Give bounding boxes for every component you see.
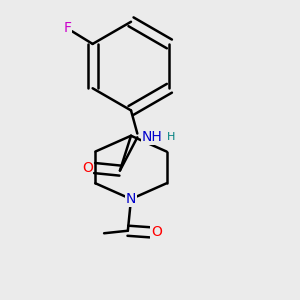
Text: O: O xyxy=(151,225,162,239)
Text: F: F xyxy=(63,21,71,35)
Text: O: O xyxy=(82,161,93,175)
Text: H: H xyxy=(167,132,175,142)
Text: N: N xyxy=(126,192,136,206)
Text: NH: NH xyxy=(141,130,162,144)
